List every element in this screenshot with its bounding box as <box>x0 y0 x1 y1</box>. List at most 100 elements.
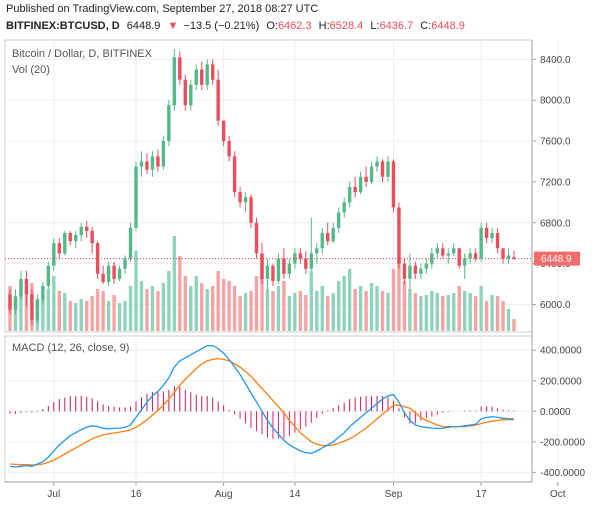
volume-bar <box>391 269 396 331</box>
volume-bar <box>358 286 363 331</box>
volume-bar <box>347 269 352 331</box>
volume-bar <box>254 276 259 331</box>
candle-up <box>134 166 138 228</box>
low-label: L: <box>370 20 379 32</box>
candle-up <box>41 286 45 300</box>
high-label: H: <box>319 20 330 32</box>
volume-bar <box>101 291 105 331</box>
candle-up <box>342 202 346 213</box>
candle-down <box>473 253 478 259</box>
volume-bar <box>95 289 100 331</box>
volume-bars <box>8 236 516 331</box>
macd-tick-label: -400.0000 <box>540 468 585 479</box>
volume-bar <box>243 293 248 331</box>
candle-up <box>446 253 450 256</box>
volume-bar <box>293 293 297 331</box>
volume-bar <box>479 286 483 331</box>
volume-bar <box>452 293 456 331</box>
macd-line <box>9 344 515 468</box>
volume-bar <box>501 301 505 331</box>
volume-bar <box>221 279 226 331</box>
volume-bar <box>369 283 374 331</box>
volume-bar <box>287 296 292 331</box>
volume-bar <box>205 289 209 331</box>
price-tick-label: 8000.0 <box>540 96 571 107</box>
chart-title: Bitcoin / Dollar, D, BITFINEX <box>12 48 153 60</box>
candle-up <box>287 263 292 274</box>
time-tick-label: Sep <box>385 489 403 500</box>
candle-up <box>172 57 177 106</box>
candle-up <box>375 161 379 167</box>
candle-up <box>194 69 198 85</box>
candle-up <box>13 296 18 310</box>
volume-bar <box>134 251 138 331</box>
candle-down <box>484 227 489 239</box>
candle-up <box>189 84 193 106</box>
volume-bar <box>380 291 385 331</box>
volume-bar <box>24 291 29 331</box>
volume-bar <box>150 286 155 331</box>
candle-down <box>238 192 242 203</box>
volume-bar <box>276 286 281 331</box>
candle-down <box>156 156 160 167</box>
candle-down <box>457 248 461 266</box>
candle-up <box>462 258 467 266</box>
price-tick-label: 6000.0 <box>540 300 571 311</box>
candle-down <box>397 207 401 264</box>
candle-down <box>304 258 308 269</box>
candle-down <box>210 64 215 80</box>
down-arrow-icon: ▼ <box>167 20 178 32</box>
candle-down <box>353 187 357 193</box>
candle-down <box>145 161 149 170</box>
macd-tick-label: 400.0000 <box>540 346 582 357</box>
candle-down <box>391 161 396 208</box>
candle-down <box>57 243 62 254</box>
candle-down <box>24 278 29 295</box>
volume-bar <box>13 301 18 331</box>
macd-plot <box>9 344 515 468</box>
candle-up <box>243 197 248 203</box>
candle-down <box>68 232 72 242</box>
volume-bar <box>468 293 472 331</box>
candle-up <box>336 212 341 228</box>
macd-tick-label: -200.0000 <box>540 437 585 448</box>
volume-bar <box>79 299 83 331</box>
volume-bar <box>298 291 303 331</box>
volume-bar <box>90 296 94 331</box>
volume-bar <box>304 295 308 331</box>
volume-bar <box>106 301 111 331</box>
candle-up <box>490 232 494 239</box>
svg-text:BITFINEX:BTCUSD, D 644: BITFINEX:BTCUSD, D 6448.9 ▼ −13.5 (−0.21… <box>6 20 465 32</box>
candle-up <box>468 253 472 259</box>
candle-down <box>495 232 500 249</box>
volume-bar <box>473 296 478 331</box>
volume-bar <box>490 295 494 331</box>
volume-bar <box>512 319 516 331</box>
volume-bar <box>139 281 144 331</box>
price-tick-label: 8400.0 <box>540 55 571 66</box>
volume-bar <box>419 296 423 331</box>
volume-bar <box>402 281 407 331</box>
volume-bar <box>331 293 335 331</box>
published-text: Published on TradingView.com, September … <box>6 3 318 15</box>
candle-up <box>276 258 281 281</box>
volume-bar <box>128 286 133 331</box>
candle-up <box>74 235 78 242</box>
macd-tick-label: 200.0000 <box>540 376 582 387</box>
candle-up <box>167 105 171 142</box>
candle-up <box>161 141 166 167</box>
volume-bar <box>117 303 122 331</box>
candle-down <box>413 265 418 274</box>
candle-down <box>112 265 116 279</box>
candle-down <box>282 258 286 274</box>
candle-down <box>512 257 516 259</box>
candle-up <box>408 265 412 279</box>
volume-bar <box>156 291 160 331</box>
volume-bar <box>19 293 23 331</box>
symbol-name: BITFINEX:BTCUSD, D <box>6 20 120 32</box>
volume-bar <box>260 261 264 331</box>
volume-bar <box>342 276 346 331</box>
macd-tick-label: 0.0000 <box>540 407 571 418</box>
